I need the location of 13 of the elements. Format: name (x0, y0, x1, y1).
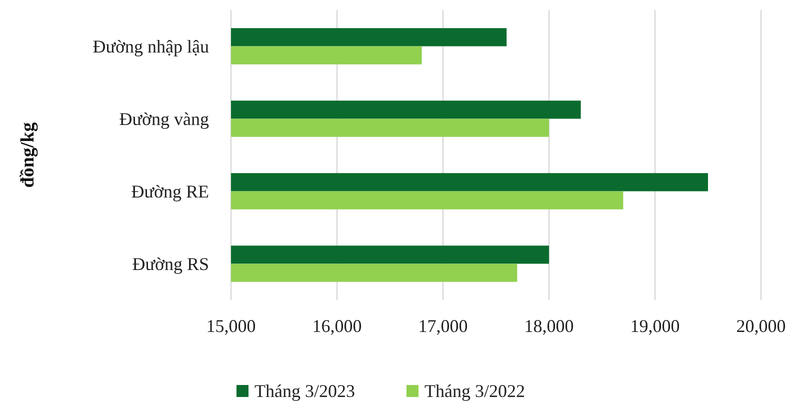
legend-label: Tháng 3/2023 (254, 381, 355, 401)
x-tick-label: 15,000 (206, 316, 256, 336)
x-tick-label: 18,000 (524, 316, 574, 336)
y-tick-label: Đường RE (131, 181, 209, 202)
x-tick-label: 17,000 (418, 316, 468, 336)
x-tick-label: 19,000 (630, 316, 680, 336)
y-tick-label: Đường nhập lậu (92, 36, 209, 56)
legend-label: Tháng 3/2022 (424, 381, 525, 401)
x-tick-label: 20,000 (736, 316, 786, 336)
y-tick-label: Đường vàng (119, 108, 209, 129)
y-tick-label: Đường RS (132, 254, 209, 274)
y-axis-title: đồng/kg (18, 122, 38, 188)
x-tick-label: 16,000 (312, 316, 362, 336)
